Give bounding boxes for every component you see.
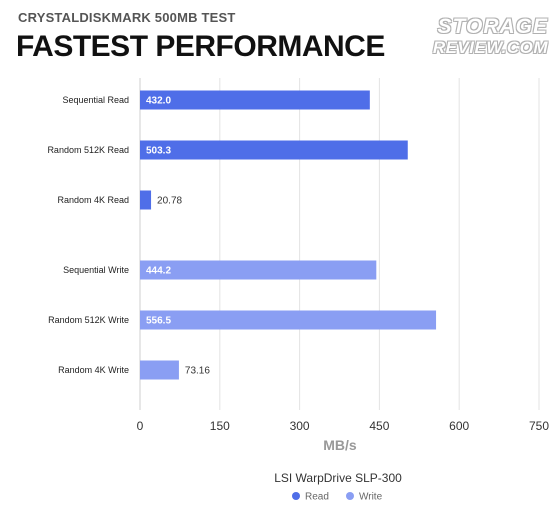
bar [140, 90, 370, 110]
category-label: Random 512K Write [48, 315, 129, 325]
data-label: 556.5 [146, 316, 171, 327]
data-label: 444.2 [146, 266, 171, 277]
legend-item: Read [305, 492, 329, 503]
x-tick-label: 600 [449, 419, 469, 433]
data-label: 432.0 [146, 96, 171, 107]
data-label: 20.78 [157, 196, 182, 207]
legend-marker [292, 492, 300, 500]
x-axis-title: MB/s [323, 437, 357, 453]
x-tick-label: 300 [290, 419, 310, 433]
x-tick-label: 750 [529, 419, 549, 433]
storagereview-logo: STORAGE REVIEW.COM [398, 16, 548, 58]
x-tick-label: 150 [210, 419, 230, 433]
x-tick-label: 0 [137, 419, 144, 433]
bar [140, 260, 377, 280]
logo-line-1: STORAGE [437, 15, 548, 38]
bar [140, 310, 437, 330]
bar [140, 140, 408, 160]
chart-title: FASTEST PERFORMANCE [16, 30, 385, 63]
category-label: Sequential Read [62, 95, 129, 105]
legend-title: LSI WarpDrive SLP-300 [274, 471, 402, 485]
legend-item: Write [359, 492, 383, 503]
data-label: 503.3 [146, 146, 171, 157]
bar [140, 360, 179, 380]
category-label: Sequential Write [63, 265, 129, 275]
data-label: 73.16 [185, 366, 210, 377]
legend-marker [346, 492, 354, 500]
logo-line-2: REVIEW.COM [432, 38, 548, 57]
chart-subtitle: CRYSTALDISKMARK 500MB TEST [18, 10, 236, 25]
bar [140, 190, 152, 210]
category-label: Random 512K Read [47, 145, 129, 155]
x-tick-label: 450 [369, 419, 389, 433]
category-label: Random 4K Read [57, 195, 129, 205]
category-label: Random 4K Write [58, 365, 129, 375]
